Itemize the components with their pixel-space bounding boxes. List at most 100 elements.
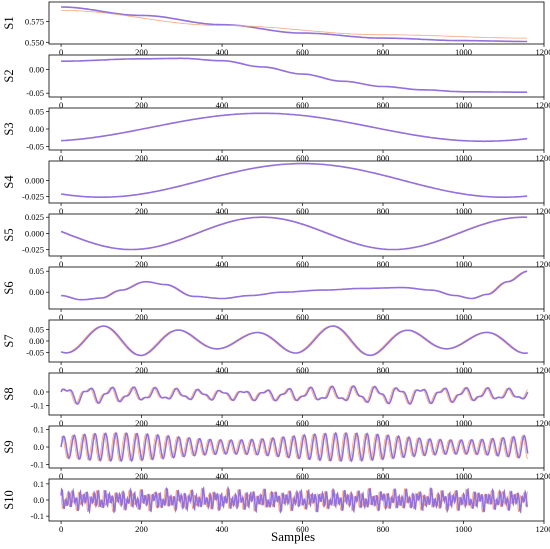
x-tick-label: 400 (216, 153, 229, 163)
y-tick-label: 0.550 (25, 37, 44, 47)
x-tick-label: 0 (59, 312, 63, 322)
y-tick-label: 0.0 (33, 387, 44, 397)
x-tick-label: 400 (216, 206, 229, 216)
y-tick-label: -0.025 (22, 192, 44, 202)
y-tick-label: 0.000 (25, 175, 44, 185)
plot-frame (48, 213, 545, 257)
y-tick-label: 0.00 (29, 287, 44, 297)
panel-label: S7 (2, 334, 16, 347)
plot-frame (48, 266, 545, 310)
x-tick-label: 800 (377, 206, 390, 216)
x-tick-label: 200 (135, 471, 148, 481)
x-tick-label: 400 (216, 471, 229, 481)
x-tick-label: 200 (135, 259, 148, 269)
panel-label: S2 (2, 69, 16, 82)
series-line-primary (60, 485, 529, 515)
x-tick-label: 200 (135, 312, 148, 322)
x-tick-label: 800 (377, 471, 390, 481)
panel-label: S4 (2, 175, 16, 189)
x-tick-label: 200 (135, 206, 148, 216)
series-line-secondary (61, 57, 528, 93)
panel-label: S10 (2, 490, 16, 509)
panel-label: S3 (2, 122, 16, 135)
x-tick-label: 200 (135, 100, 148, 110)
x-tick-label: 200 (135, 153, 148, 163)
y-tick-label: 0.00 (29, 336, 44, 346)
x-tick-label: 0 (59, 100, 63, 110)
x-tick-label: 200 (135, 418, 148, 428)
plot-frame (48, 1, 545, 45)
y-tick-label: 0.0 (33, 442, 44, 452)
series-line-primary (61, 57, 528, 93)
y-tick-label: 0.1 (33, 479, 44, 489)
x-tick-label: 600 (296, 100, 309, 110)
x-tick-label: 0 (59, 418, 63, 428)
x-tick-label: 0 (59, 153, 63, 163)
plot-frame (48, 160, 545, 204)
x-tick-label: 800 (377, 312, 390, 322)
y-tick-label: -0.05 (26, 142, 44, 152)
y-tick-label: 0.00 (29, 64, 44, 74)
x-axis-title: Samples (271, 529, 315, 544)
x-tick-label: 1000 (455, 100, 472, 110)
x-tick-label: 600 (296, 524, 309, 534)
x-tick-label: 0 (59, 365, 63, 375)
series-line-primary (60, 325, 528, 357)
series-line-secondary (61, 10, 528, 39)
x-tick-label: 800 (377, 418, 390, 428)
y-tick-label: 0.00 (29, 124, 44, 134)
y-tick-label: -0.1 (31, 401, 44, 411)
panel-label: S5 (2, 228, 16, 241)
x-tick-label: 400 (216, 312, 229, 322)
x-tick-label: 600 (296, 206, 309, 216)
x-tick-label: 400 (216, 47, 229, 57)
x-tick-label: 400 (216, 418, 229, 428)
panel-label: S9 (2, 440, 16, 453)
x-tick-label: 800 (377, 100, 390, 110)
x-tick-label: 1000 (455, 312, 472, 322)
series-line-primary (61, 6, 528, 43)
x-tick-label: 200 (135, 47, 148, 57)
x-tick-label: 400 (216, 524, 229, 534)
y-tick-label: 0.05 (29, 266, 44, 276)
plot-frame (48, 54, 545, 98)
x-tick-label: 0 (59, 206, 63, 216)
x-tick-label: 400 (216, 100, 229, 110)
x-tick-label: 400 (216, 259, 229, 269)
series-line-primary (60, 431, 529, 463)
y-tick-label: -0.05 (26, 348, 44, 358)
x-tick-label: 0 (59, 471, 63, 481)
y-tick-label: -0.1 (31, 460, 44, 470)
x-tick-label: 200 (135, 365, 148, 375)
series-line-secondary (61, 112, 528, 142)
y-tick-label: 0.025 (25, 212, 44, 222)
series-line-primary (61, 270, 528, 301)
x-tick-label: 400 (216, 365, 229, 375)
series-line-primary (60, 216, 528, 251)
x-tick-label: 1000 (455, 471, 472, 481)
y-tick-label: -0.1 (31, 511, 44, 521)
x-tick-label: 600 (296, 47, 309, 57)
y-tick-label: 0.1 (33, 425, 44, 435)
x-tick-label: 600 (296, 259, 309, 269)
y-tick-label: -0.05 (26, 88, 44, 98)
x-tick-label: 1000 (455, 524, 472, 534)
y-tick-label: 0.575 (25, 16, 44, 26)
y-tick-label: 0.05 (29, 107, 44, 117)
x-tick-label: 1000 (455, 259, 472, 269)
